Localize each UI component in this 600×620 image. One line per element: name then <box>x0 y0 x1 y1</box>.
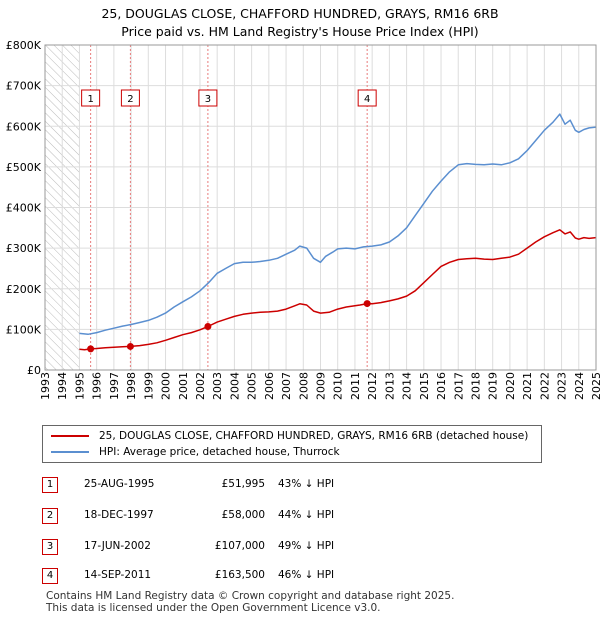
y-tick-label: £400K <box>6 202 42 215</box>
transaction-badge: 1 <box>42 477 58 493</box>
transaction-date: 14-SEP-2011 <box>84 569 152 581</box>
legend-swatch-property <box>51 435 89 437</box>
transaction-hpi: 43% ↓ HPI <box>278 478 335 490</box>
x-tick-label: 2004 <box>228 372 241 400</box>
transaction-date: 17-JUN-2002 <box>84 540 151 552</box>
series-line-hpi <box>79 113 597 336</box>
transaction-hpi: 44% ↓ HPI <box>278 509 335 521</box>
x-tick-label: 2023 <box>556 372 569 400</box>
chart-subtitle: Price paid vs. HM Land Registry's House … <box>121 24 479 39</box>
x-tick-label: 2014 <box>401 372 414 400</box>
y-tick-label: £700K <box>6 80 42 93</box>
chart-title: 25, DOUGLAS CLOSE, CHAFFORD HUNDRED, GRA… <box>101 6 499 21</box>
transaction-row: 4 14-SEP-2011 £163,500 46% ↓ HPI <box>0 568 600 588</box>
x-tick-label: 2016 <box>435 372 448 400</box>
x-tick-label: 2025 <box>590 372 600 400</box>
legend-label-property: 25, DOUGLAS CLOSE, CHAFFORD HUNDRED, GRA… <box>99 430 529 442</box>
legend: 25, DOUGLAS CLOSE, CHAFFORD HUNDRED, GRA… <box>42 425 542 463</box>
sale-marker-label: 3 <box>205 94 211 105</box>
price-chart: £0 £100K £200K £300K £400K £500K £600K £700K £80… <box>6 39 600 400</box>
transaction-price: £51,995 <box>221 478 265 490</box>
transaction-date: 18-DEC-1997 <box>84 509 154 521</box>
x-tick-label: 2010 <box>332 372 345 400</box>
sale-marker-box <box>198 89 218 107</box>
legend-item-hpi: HPI: Average price, detached house, Thur… <box>51 446 340 458</box>
y-tick-label: £200K <box>6 283 42 296</box>
x-tick-label: 1994 <box>56 372 69 400</box>
x-tick-label: 2018 <box>469 372 482 400</box>
transaction-hpi: 46% ↓ HPI <box>278 569 335 581</box>
series-line-property <box>79 229 597 351</box>
sale-point <box>363 300 371 308</box>
transaction-row: 1 25-AUG-1995 £51,995 43% ↓ HPI <box>0 477 600 497</box>
y-tick-label: £800K <box>6 39 42 52</box>
transaction-date: 25-AUG-1995 <box>84 478 155 490</box>
x-tick-label: 2007 <box>280 372 293 400</box>
sale-marker-label: 1 <box>87 94 93 105</box>
x-tick-label: 2001 <box>177 372 190 400</box>
y-tick-label: £300K <box>6 242 42 255</box>
x-tick-label: 2012 <box>366 372 379 400</box>
transaction-row: 3 17-JUN-2002 £107,000 49% ↓ HPI <box>0 539 600 559</box>
sale-marker-label: 4 <box>364 94 370 105</box>
sale-point <box>204 323 212 331</box>
x-tick-label: 2021 <box>521 372 534 400</box>
transaction-price: £163,500 <box>214 569 265 581</box>
x-tick-label: 1999 <box>142 372 155 400</box>
plot-border <box>44 44 597 371</box>
y-tick-label: £0 <box>27 364 41 377</box>
x-tick-label: 2024 <box>573 372 586 400</box>
x-tick-label: 1996 <box>91 372 104 400</box>
sale-marker-label: 2 <box>127 94 133 105</box>
x-tick-label: 2005 <box>246 372 259 400</box>
x-tick-label: 1993 <box>39 372 52 400</box>
footer-copyright: Contains HM Land Registry data © Crown c… <box>46 590 455 602</box>
sale-point <box>126 342 134 350</box>
sale-marker-box <box>120 89 140 107</box>
transaction-hpi: 49% ↓ HPI <box>278 540 335 552</box>
x-tick-label: 2009 <box>315 372 328 400</box>
x-tick-label: 2008 <box>297 372 310 400</box>
x-tick-label: 2019 <box>487 372 500 400</box>
x-tick-label: 2020 <box>504 372 517 400</box>
x-tick-label: 2000 <box>160 372 173 400</box>
x-tick-label: 2006 <box>263 372 276 400</box>
transaction-badge: 2 <box>42 508 58 524</box>
transaction-badge: 3 <box>42 539 58 555</box>
x-tick-label: 1997 <box>108 372 121 400</box>
footer-licence: This data is licensed under the Open Gov… <box>46 602 381 614</box>
transaction-price: £58,000 <box>221 509 265 521</box>
y-tick-label: £600K <box>6 120 42 133</box>
sale-marker-box <box>357 89 377 107</box>
y-tick-label: £100K <box>6 323 42 336</box>
legend-label-hpi: HPI: Average price, detached house, Thur… <box>99 446 340 458</box>
x-tick-label: 2017 <box>452 372 465 400</box>
x-tick-label: 2013 <box>383 372 396 400</box>
x-tick-label: 1995 <box>73 372 86 400</box>
x-tick-label: 2003 <box>211 372 224 400</box>
x-tick-label: 1998 <box>125 372 138 400</box>
legend-item-property: 25, DOUGLAS CLOSE, CHAFFORD HUNDRED, GRA… <box>51 430 528 442</box>
transaction-row: 2 18-DEC-1997 £58,000 44% ↓ HPI <box>0 508 600 528</box>
y-tick-label: £500K <box>6 161 42 174</box>
transaction-price: £107,000 <box>214 540 265 552</box>
transaction-badge: 4 <box>42 568 58 584</box>
x-tick-label: 2011 <box>349 372 362 400</box>
sale-point <box>87 345 95 353</box>
x-tick-label: 2002 <box>194 372 207 400</box>
x-tick-label: 2022 <box>538 372 551 400</box>
sale-marker-box <box>81 89 101 107</box>
x-tick-label: 2015 <box>418 372 431 400</box>
legend-swatch-hpi <box>51 451 89 453</box>
